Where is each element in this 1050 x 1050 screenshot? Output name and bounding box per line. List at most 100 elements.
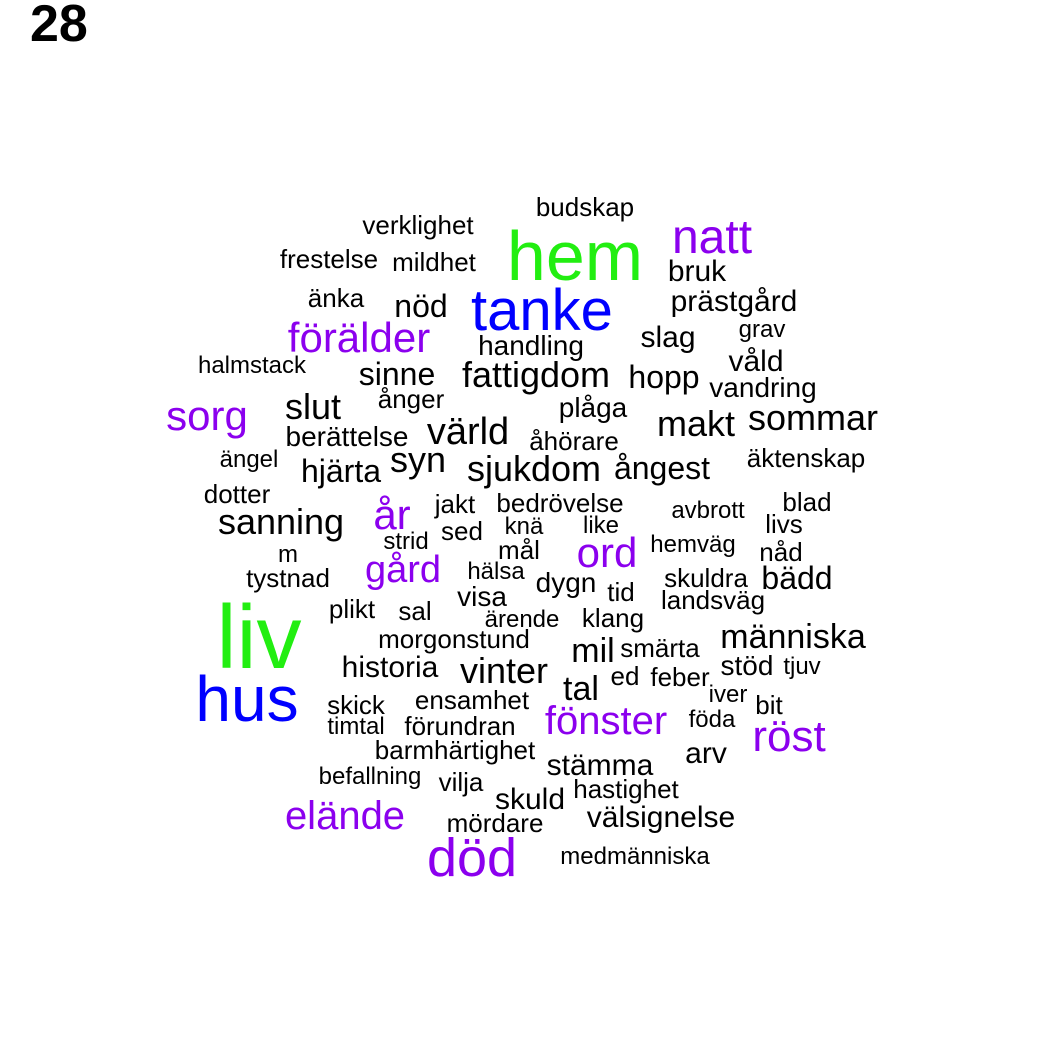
word-historia: historia <box>341 651 439 684</box>
word-befallning: befallning <box>318 763 422 790</box>
word-kna: knä <box>504 513 544 540</box>
word-varld: värld <box>426 411 510 453</box>
word-dotter: dotter <box>203 479 271 509</box>
word-makt: makt <box>656 403 736 444</box>
word-m: m <box>278 541 298 568</box>
word-elande: elände <box>284 794 406 838</box>
word-angest: ångest <box>613 450 711 486</box>
word-ed: ed <box>610 661 640 691</box>
word-gard: gård <box>364 549 442 591</box>
word-vandring: vandring <box>709 372 817 403</box>
word-halsa: hälsa <box>467 558 525 585</box>
word-mordare: mördare <box>446 808 544 838</box>
word-slag: slag <box>640 321 696 354</box>
word-timtal: timtal <box>327 713 385 740</box>
word-forundran: förundran <box>404 711 516 741</box>
word-rost: röst <box>752 712 826 761</box>
word-skick: skick <box>327 690 385 720</box>
word-valsignelse: välsignelse <box>586 801 736 834</box>
word-tjuv: tjuv <box>783 653 821 680</box>
word-livs: livs <box>765 509 803 539</box>
word-budskap: budskap <box>535 192 635 222</box>
word-dod: död <box>426 828 518 888</box>
word-arende: ärende <box>484 606 560 633</box>
word-dygn: dygn <box>535 567 597 598</box>
word-vilja: vilja <box>438 767 484 797</box>
word-barmhartighet: barmhärtighet <box>374 735 536 765</box>
word-jakt: jakt <box>434 489 476 519</box>
word-ensamhet: ensamhet <box>414 685 530 715</box>
word-arv: arv <box>685 737 727 770</box>
word-badd: bädd <box>761 560 833 596</box>
word-avbrott: avbrott <box>671 497 745 524</box>
word-bedrovelse: bedrövelse <box>496 488 624 518</box>
word-sal: sal <box>398 596 432 626</box>
word-smarta: smärta <box>620 633 700 663</box>
word-stod: stöd <box>720 650 774 681</box>
word-slut: slut <box>284 386 342 427</box>
word-liv: liv <box>216 588 302 688</box>
word-sommar: sommar <box>747 397 879 438</box>
word-natt: natt <box>671 211 753 264</box>
word-bit: bit <box>755 690 783 720</box>
word-hemvag: hemväg <box>650 531 736 558</box>
word-tanke: tanke <box>471 278 613 343</box>
word-strid: strid <box>383 528 429 555</box>
word-skuldra: skuldra <box>664 563 748 593</box>
word-verklighet: verklighet <box>362 210 474 240</box>
word-ar: år <box>373 491 411 538</box>
word-mildhet: mildhet <box>392 247 476 277</box>
word-anger: ånger <box>377 384 445 414</box>
word-fattigdom: fattigdom <box>461 354 611 395</box>
word-sanning: sanning <box>217 501 345 542</box>
word-tid: tid <box>607 577 635 607</box>
word-foda: föda <box>688 706 736 733</box>
word-fonster: fönster <box>544 699 668 743</box>
word-hastighet: hastighet <box>573 774 679 804</box>
word-hjarta: hjärta <box>300 453 382 489</box>
word-feber: feber <box>650 662 710 692</box>
word-syn: syn <box>389 439 447 480</box>
word-vinter: vinter <box>459 650 549 691</box>
word-berattelse: berättelse <box>285 421 409 452</box>
word-tystnad: tystnad <box>246 563 330 593</box>
word-plikt: plikt <box>328 594 376 624</box>
word-klang: klang <box>581 603 645 633</box>
word-plaga: plåga <box>558 392 628 423</box>
word-nad: nåd <box>759 537 803 567</box>
word-sed: sed <box>441 516 483 546</box>
word-aktenskap: äktenskap <box>746 443 866 473</box>
word-visa: visa <box>457 581 507 612</box>
word-stamma: stämma <box>546 749 654 782</box>
page-number: 28 <box>30 0 88 53</box>
word-hus: hus <box>195 663 299 735</box>
word-vald: våld <box>728 345 784 378</box>
word-morgonstund: morgonstund <box>378 624 530 654</box>
word-iver: iver <box>708 681 748 708</box>
word-foralder: förälder <box>287 314 431 361</box>
word-skuld: skuld <box>494 783 566 816</box>
word-sinne: sinne <box>358 356 436 392</box>
word-medmanniska: medmänniska <box>560 843 710 870</box>
word-angel: ängel <box>219 446 279 473</box>
word-prastgard: prästgård <box>670 285 798 318</box>
word-grav: grav <box>738 316 786 343</box>
word-blad: blad <box>782 487 832 517</box>
word-ahorare: åhörare <box>529 426 619 456</box>
word-ord: ord <box>576 529 638 576</box>
word-handling: handling <box>478 330 584 361</box>
word-mal: mål <box>498 535 540 565</box>
word-mil: mil <box>571 632 615 670</box>
word-sorg: sorg <box>166 392 248 439</box>
word-hopp: hopp <box>628 359 700 395</box>
word-tal: tal <box>563 670 599 708</box>
word-nod: nöd <box>394 288 448 324</box>
word-like: like <box>582 512 620 539</box>
word-manniska: människa <box>720 618 866 656</box>
word-landsvag: landsväg <box>660 585 766 615</box>
word-halmstack: halmstack <box>197 352 307 379</box>
word-bruk: bruk <box>667 255 727 288</box>
word-anka: änka <box>307 283 365 313</box>
word-frestelse: frestelse <box>279 244 379 274</box>
